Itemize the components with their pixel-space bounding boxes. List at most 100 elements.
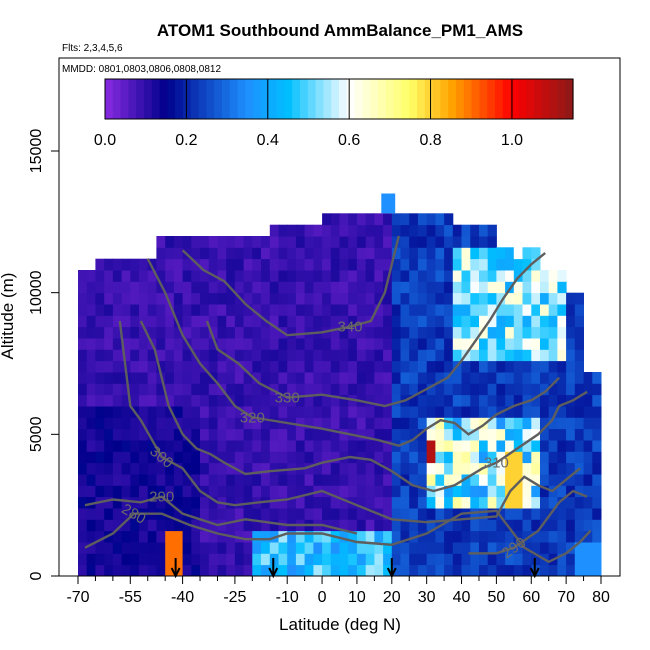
heatmap-cell: [348, 247, 358, 260]
heatmap-cell: [505, 360, 515, 373]
heatmap-cell: [548, 315, 558, 328]
heatmap-cell: [226, 349, 236, 362]
heatmap-cell: [121, 428, 131, 441]
colorbar-segment: [276, 79, 285, 119]
colorbar-segment: [471, 79, 480, 119]
heatmap-cell: [208, 304, 218, 316]
heatmap-cell: [391, 530, 401, 543]
heatmap-cell: [400, 213, 410, 226]
heatmap-cell: [156, 485, 166, 498]
heatmap-cell: [95, 485, 105, 498]
heatmap-cell: [156, 428, 166, 441]
heatmap-cell: [391, 360, 401, 373]
heatmap-cell: [200, 349, 210, 362]
heatmap-cell: [252, 553, 262, 566]
heatmap-cell: [243, 338, 253, 350]
heatmap-cell: [470, 564, 480, 577]
heatmap-cell: [505, 281, 515, 294]
heatmap-cell: [330, 519, 340, 532]
heatmap-cell: [557, 406, 567, 418]
heatmap-cell: [374, 281, 384, 294]
heatmap-cell: [139, 440, 149, 452]
heatmap-cell: [313, 338, 323, 350]
heatmap-cell: [234, 530, 245, 543]
heatmap-cell: [269, 440, 279, 452]
heatmap-cell: [348, 258, 358, 271]
heatmap-cell: [121, 519, 131, 532]
heatmap-cell: [540, 349, 550, 362]
heatmap-cell: [513, 417, 523, 430]
heatmap-cell: [374, 292, 384, 305]
heatmap-cell: [566, 428, 576, 441]
heatmap-cell: [339, 406, 349, 418]
heatmap-cell: [217, 474, 227, 486]
heatmap-cell: [356, 474, 367, 486]
heatmap-cell: [426, 270, 436, 282]
heatmap-cell: [112, 394, 123, 407]
heatmap-cell: [461, 281, 471, 294]
heatmap-cell: [479, 485, 489, 498]
heatmap-cell: [356, 451, 367, 464]
heatmap-cell: [182, 542, 192, 554]
heatmap-cell: [278, 451, 288, 464]
heatmap-cell: [531, 542, 541, 554]
heatmap-cell: [461, 292, 471, 305]
heatmap-cell: [381, 193, 396, 214]
heatmap-cell: [339, 292, 349, 305]
heatmap-cell: [261, 292, 271, 305]
heatmap-cell: [95, 304, 105, 316]
heatmap-cell: [452, 292, 462, 305]
heatmap-cell: [461, 383, 471, 396]
heatmap-cell: [505, 530, 515, 543]
heatmap-cell: [112, 542, 123, 554]
colorbar-segment: [463, 79, 473, 119]
heatmap-cell: [104, 519, 114, 532]
heatmap-cell: [426, 372, 436, 384]
heatmap-cell: [513, 428, 523, 441]
heatmap-cell: [522, 496, 532, 509]
heatmap-cell: [505, 474, 515, 486]
heatmap-cell: [417, 519, 428, 532]
heatmap-cell: [208, 530, 218, 543]
colorbar-segment: [331, 79, 340, 119]
x-tick-label: -40: [171, 589, 194, 606]
colorbar-segment: [541, 79, 551, 119]
heatmap-cell: [78, 553, 88, 566]
heatmap-cell: [435, 508, 445, 520]
heatmap-cell: [165, 462, 175, 475]
heatmap-cell: [452, 270, 462, 282]
heatmap-cell: [487, 564, 497, 577]
heatmap-cell: [479, 315, 489, 328]
heatmap-cell: [409, 508, 419, 520]
heatmap-cell: [566, 462, 576, 475]
heatmap-cell: [400, 451, 410, 464]
heatmap-cell: [139, 542, 149, 554]
heatmap-cell: [130, 326, 140, 339]
heatmap-cell: [426, 224, 436, 237]
heatmap-cell: [208, 485, 218, 498]
heatmap-cell: [295, 564, 306, 577]
heatmap-cell: [147, 542, 157, 554]
heatmap-cell: [191, 451, 201, 464]
heatmap-cell: [470, 508, 480, 520]
heatmap-cell: [383, 304, 393, 316]
heatmap-cell: [112, 326, 123, 339]
y-tick-label: 0: [28, 571, 45, 580]
heatmap-cell: [583, 496, 593, 509]
heatmap-cell: [417, 417, 428, 430]
heatmap-cell: [374, 326, 384, 339]
heatmap-cell: [435, 224, 445, 237]
heatmap-cell: [548, 428, 558, 441]
heatmap-cell: [104, 564, 114, 577]
heatmap-cell: [444, 462, 454, 475]
heatmap-cell: [313, 281, 323, 294]
heatmap-cell: [400, 417, 410, 430]
heatmap-cell: [304, 281, 314, 294]
heatmap-cell: [182, 372, 192, 384]
heatmap-cell: [409, 383, 419, 396]
heatmap-cell: [173, 247, 184, 260]
heatmap-cell: [165, 326, 175, 339]
heatmap-cell: [104, 394, 114, 407]
heatmap-cell: [147, 474, 157, 486]
heatmap-cell: [269, 372, 279, 384]
